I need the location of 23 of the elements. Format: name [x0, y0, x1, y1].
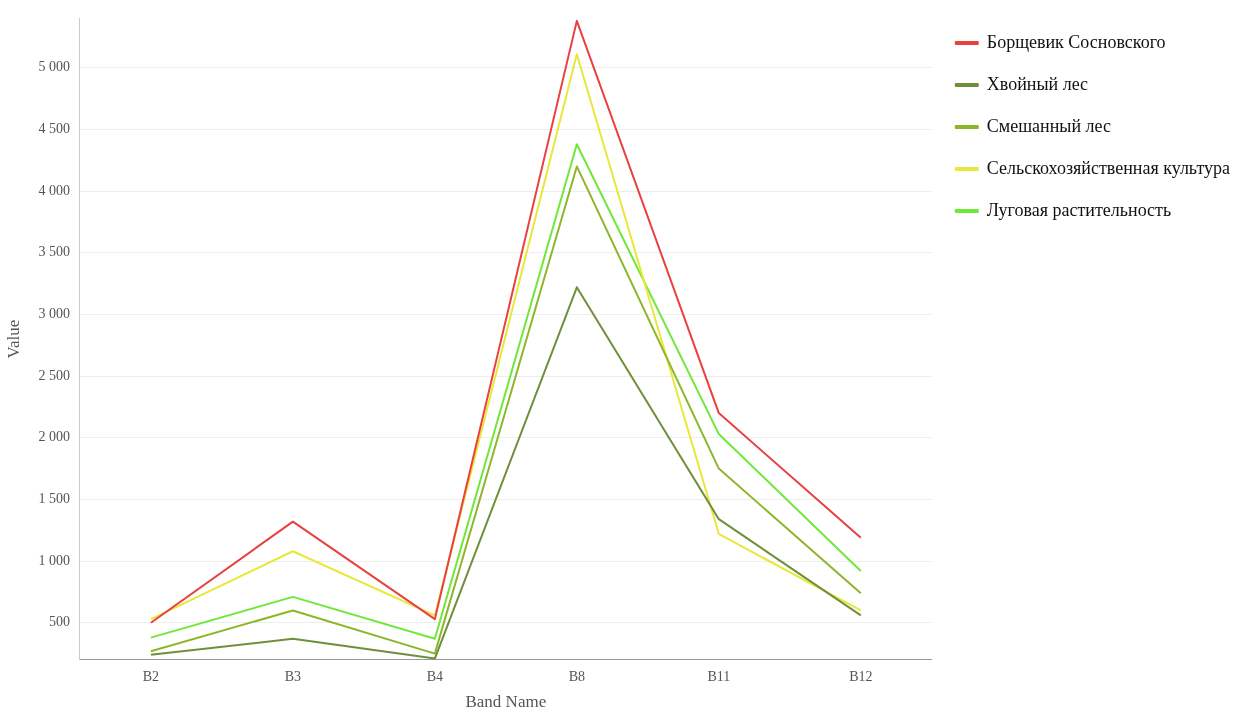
y-tick-label: 5 000: [38, 59, 70, 75]
y-tick-label: 3 000: [38, 306, 70, 322]
x-tick-label: B3: [284, 668, 302, 684]
y-tick-label: 1 500: [38, 491, 70, 507]
legend-label: Борщевик Сосновского: [986, 31, 1166, 52]
y-tick-label: 500: [48, 614, 70, 630]
x-tick-label: B8: [568, 668, 586, 684]
y-tick-label: 1 000: [38, 552, 70, 568]
y-tick-label: 4 000: [38, 182, 70, 198]
y-tick-label: 2 500: [38, 367, 70, 383]
x-tick-label: B4: [426, 668, 444, 684]
y-axis-title: Value: [3, 319, 23, 359]
x-tick-label: B12: [849, 668, 873, 684]
y-tick-label: 2 000: [38, 429, 70, 445]
legend-label: Смешанный лес: [986, 115, 1111, 136]
x-tick-label: B11: [707, 668, 731, 684]
x-axis-title: Band Name: [465, 692, 547, 712]
x-tick-label: B2: [142, 668, 160, 684]
legend-label: Сельскохозяйственная культура: [986, 157, 1231, 178]
y-tick-label: 4 500: [38, 121, 70, 137]
legend-label: Хвойный лес: [986, 73, 1089, 94]
y-tick-label: 3 500: [38, 244, 70, 260]
legend-label: Луговая растительность: [986, 199, 1172, 220]
